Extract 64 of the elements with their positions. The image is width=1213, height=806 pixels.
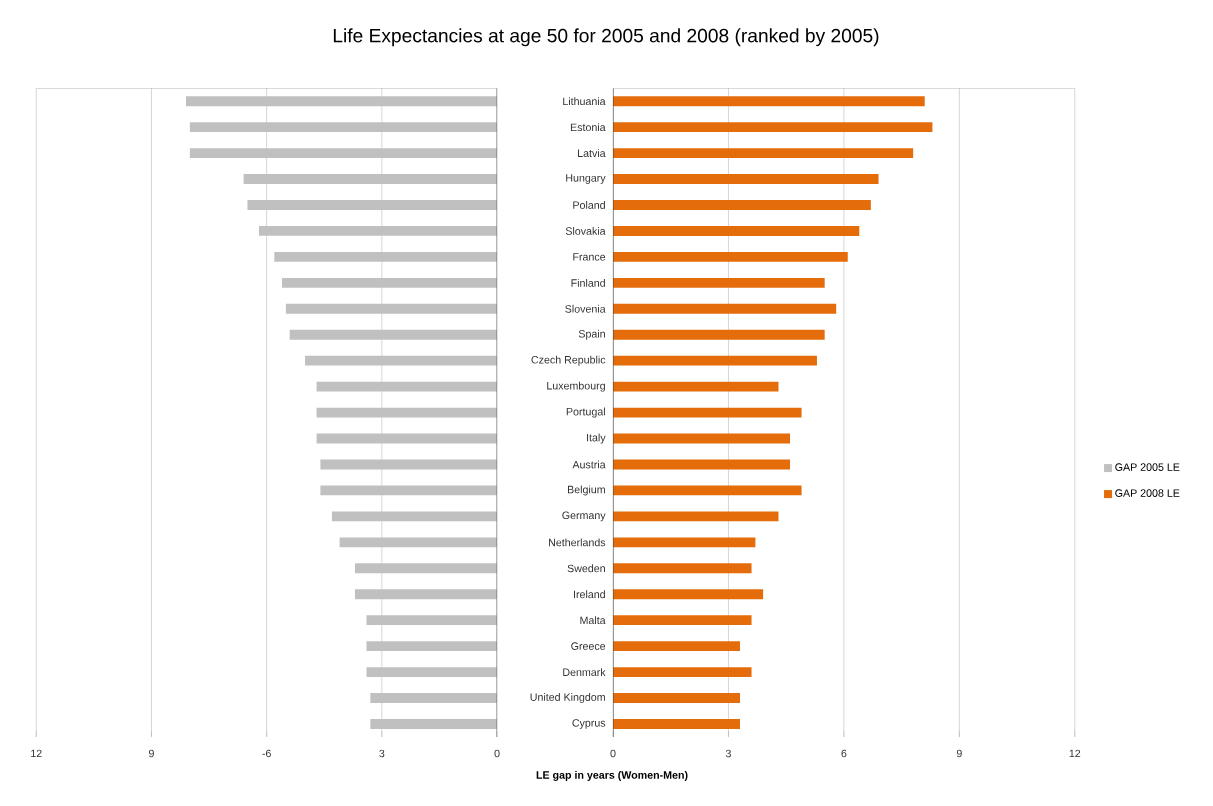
y-tick-label: Czech Republic bbox=[531, 355, 606, 366]
y-tick-label: Luxembourg bbox=[547, 381, 605, 392]
bar bbox=[613, 641, 740, 651]
bar bbox=[613, 381, 779, 392]
y-tick-label: France bbox=[573, 253, 606, 261]
y-tick-label: Hungary bbox=[566, 174, 606, 184]
x-axis-title: LE gap in years (Women-Men) bbox=[536, 770, 688, 781]
x-tick-label: 3 bbox=[725, 749, 731, 758]
bar bbox=[613, 96, 925, 107]
y-tick-label: Ireland bbox=[574, 590, 605, 599]
x-tick-label: 9 bbox=[956, 749, 962, 758]
y-tick-label: Latvia bbox=[578, 149, 606, 157]
bar bbox=[613, 329, 825, 340]
x-tick-label: 12 bbox=[31, 749, 42, 758]
y-tick-label: Italy bbox=[587, 433, 606, 444]
bar bbox=[613, 693, 740, 703]
bar bbox=[613, 667, 752, 677]
y-tick-label: Slovakia bbox=[565, 226, 606, 235]
bar bbox=[613, 537, 756, 548]
y-tick-label: Cyprus bbox=[572, 719, 606, 729]
y-tick-label: Netherlands bbox=[549, 538, 606, 547]
bar bbox=[613, 459, 791, 470]
bar bbox=[613, 225, 860, 236]
x-tick-label: 9 bbox=[148, 749, 154, 758]
x-tick-label: 0 bbox=[610, 749, 616, 758]
legend-label: GAP 2008 LE bbox=[1115, 489, 1180, 497]
bar bbox=[613, 407, 802, 418]
y-tick-label: Poland bbox=[573, 201, 605, 209]
y-tick-label: Malta bbox=[580, 616, 606, 625]
bar bbox=[613, 511, 779, 522]
y-tick-label: Sweden bbox=[567, 564, 605, 573]
y-tick-label: Slovenia bbox=[565, 304, 606, 313]
bar bbox=[613, 563, 752, 574]
y-tick-label: Estonia bbox=[570, 123, 606, 131]
y-tick-label: Belgium bbox=[567, 485, 605, 496]
y-tick-label: Lithuania bbox=[563, 97, 606, 106]
y-tick-label: United Kingdom bbox=[530, 692, 605, 703]
y-tick-label: Finland bbox=[571, 278, 605, 287]
bar bbox=[613, 433, 791, 444]
y-tick-label: Spain bbox=[578, 329, 605, 340]
y-tick-label: Germany bbox=[562, 511, 606, 522]
x-tick-label: 6 bbox=[841, 749, 847, 758]
bar bbox=[613, 355, 817, 366]
bar bbox=[613, 718, 740, 729]
legend-label: GAP 2005 LE bbox=[1115, 463, 1180, 471]
bar bbox=[613, 174, 879, 184]
bar bbox=[613, 277, 825, 288]
x-tick-label: 3 bbox=[379, 749, 385, 758]
bar bbox=[613, 122, 933, 133]
bar bbox=[613, 148, 914, 158]
bar bbox=[613, 251, 848, 262]
y-tick-label: Denmark bbox=[563, 668, 606, 676]
x-tick-label: 12 bbox=[1069, 749, 1081, 758]
bar bbox=[613, 485, 802, 496]
y-tick-label: Portugal bbox=[566, 407, 605, 418]
y-tick-label: Austria bbox=[572, 460, 606, 469]
text: Life Expectancies at age 50 for 2005 and 2008 (ranked by 2005) bbox=[333, 28, 879, 47]
x-tick-label: 0 bbox=[494, 749, 500, 758]
bar bbox=[613, 589, 764, 600]
bar bbox=[613, 615, 752, 626]
bar bbox=[613, 199, 871, 210]
bar bbox=[613, 303, 837, 314]
x-tick-label: -6 bbox=[262, 749, 271, 758]
y-tick-label: Greece bbox=[571, 642, 606, 650]
